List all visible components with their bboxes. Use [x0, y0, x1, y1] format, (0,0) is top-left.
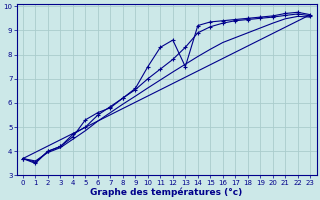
X-axis label: Graphe des températures (°c): Graphe des températures (°c) [91, 187, 243, 197]
